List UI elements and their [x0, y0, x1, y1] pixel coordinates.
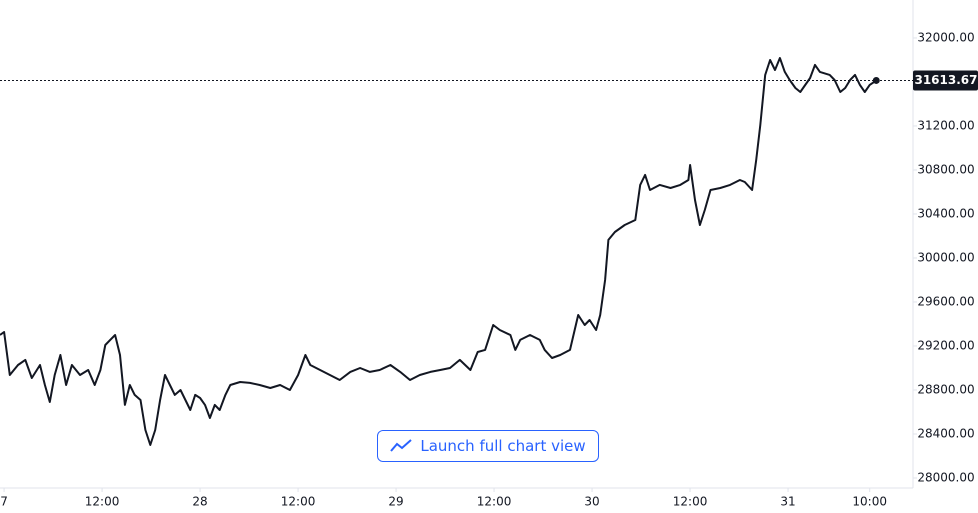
x-tick-label: 12:00 — [281, 495, 316, 509]
x-tick-label: 29 — [388, 495, 403, 509]
y-tick-label: 30800.00 — [917, 162, 974, 176]
x-tick-label: 12:00 — [673, 495, 708, 509]
launch-chart-button[interactable]: Launch full chart view — [377, 430, 599, 462]
y-tick-label: 30000.00 — [917, 250, 974, 264]
chart-icon — [390, 439, 413, 452]
x-tick-label: 12:00 — [85, 495, 120, 509]
x-tick-label: 30 — [584, 495, 599, 509]
x-tick-label: 12:00 — [477, 495, 512, 509]
last-point — [872, 76, 880, 84]
y-tick-label: 31200.00 — [917, 118, 974, 132]
y-tick-label: 30400.00 — [917, 206, 974, 220]
y-tick-label: 29200.00 — [917, 338, 974, 352]
y-tick-label: 28000.00 — [917, 470, 974, 484]
last-price-tag — [913, 70, 978, 91]
x-tick-label: 31 — [780, 495, 795, 509]
y-tick-label: 32000.00 — [917, 30, 974, 44]
button-label: Launch full chart view — [420, 437, 586, 455]
y-tick-label: 29600.00 — [917, 294, 974, 308]
price-line — [0, 57, 877, 446]
x-tick-label: 7 — [0, 495, 8, 509]
x-tick-label: 28 — [192, 495, 207, 509]
y-tick-label: 28400.00 — [917, 426, 974, 440]
y-tick-label: 28800.00 — [917, 382, 974, 396]
last-price-label: 31613.67 — [914, 73, 977, 87]
x-tick-label: 10:00 — [852, 495, 887, 509]
